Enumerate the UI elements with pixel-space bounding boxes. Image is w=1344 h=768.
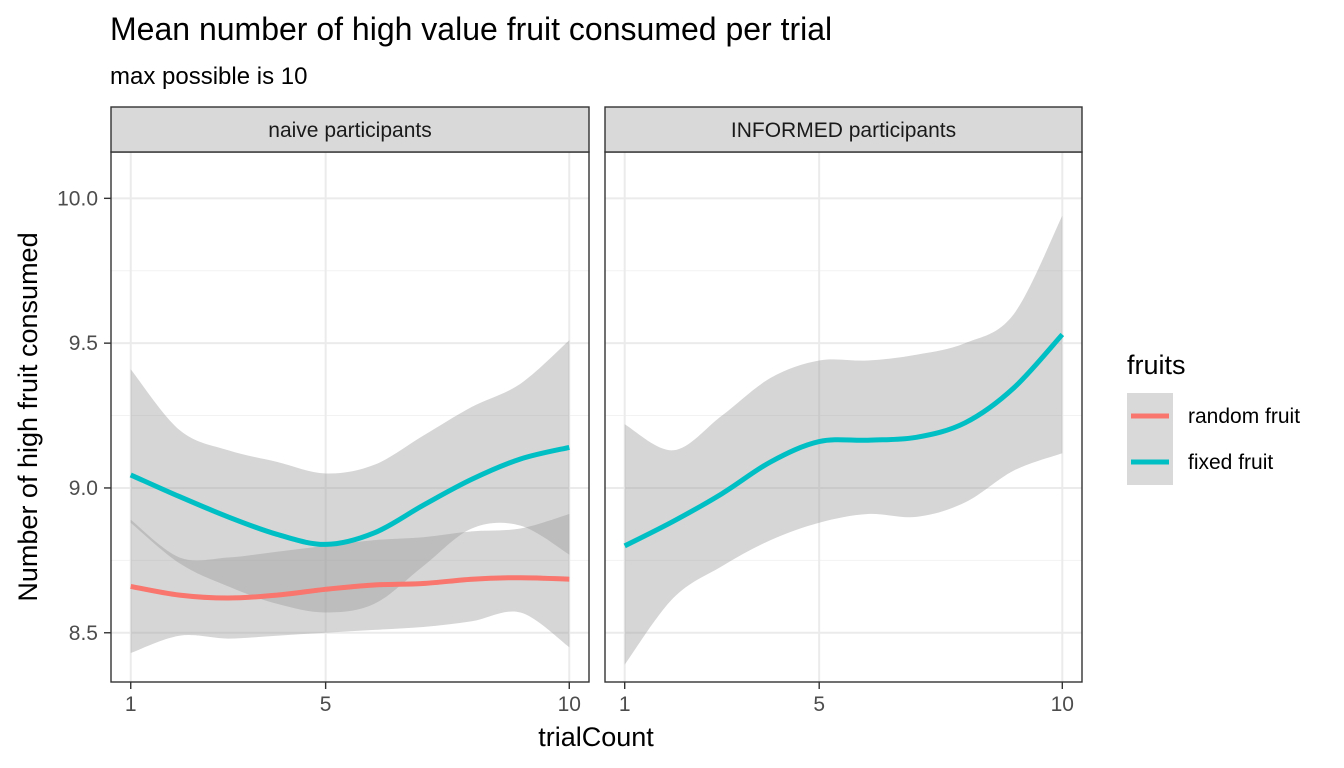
y-tick-label: 8.5 (69, 622, 98, 645)
legend-label: random fruit (1188, 405, 1300, 428)
y-tick-label: 9.5 (69, 332, 98, 355)
chart-subtitle: max possible is 10 (110, 63, 307, 90)
x-tick-label: 10 (1051, 693, 1074, 716)
series-line-fixed-fruit (623, 332, 1065, 549)
facet-strip (604, 106, 1083, 153)
y-tick-label: 9.0 (69, 477, 98, 500)
facet-strip (110, 106, 590, 153)
facet-strip-label: INFORMED participants (731, 119, 956, 142)
x-tick-label: 1 (619, 693, 631, 716)
panel-1: naive participants (110, 106, 590, 683)
y-tick-label: 10.0 (57, 187, 98, 210)
x-axis-title: trialCount (538, 722, 654, 752)
x-axes: 1 5 10 1 5 10 (125, 682, 1074, 716)
x-tick-label: 10 (558, 693, 581, 716)
confidence-band-fixed-fruit (130, 340, 570, 613)
panel-background (111, 152, 589, 682)
y-axis-title: Number of high fruit consumed (13, 232, 43, 601)
x-tick-label: 5 (320, 693, 332, 716)
panels: naive participants INFORMED participants (110, 106, 1083, 683)
panel-background (605, 152, 1082, 682)
legend-title: fruits (1127, 350, 1186, 380)
legend-label: fixed fruit (1188, 451, 1273, 474)
confidence-band-random-fruit (130, 514, 570, 653)
facet-strip-label: naive participants (268, 119, 431, 142)
x-tick-label: 1 (125, 693, 137, 716)
panel-2: INFORMED participants (604, 106, 1083, 683)
x-tick-label: 5 (813, 693, 825, 716)
legend: fruits random fruit fixed fruit (1127, 350, 1300, 485)
chart-title: Mean number of high value fruit consumed… (110, 11, 832, 47)
series-line-random-fruit (130, 575, 570, 601)
series-line-fixed-fruit (129, 444, 570, 547)
y-axis: 8.5 9.0 9.5 10.0 (57, 187, 111, 645)
